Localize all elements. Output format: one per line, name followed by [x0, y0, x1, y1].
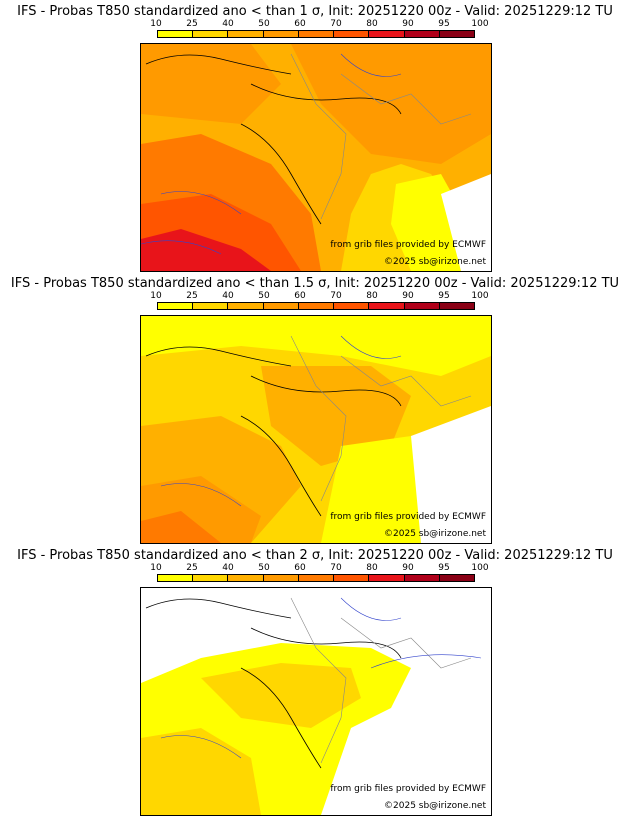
- colorbar-tick-label: 50: [258, 291, 270, 301]
- colorbar-segment: [228, 31, 264, 37]
- colorbar-tick-label: 60: [294, 563, 306, 573]
- map-panel-1: IFS - Probas T850 standardized ano < tha…: [0, 4, 630, 274]
- data-source-credit: from grib files provided by ECMWF: [330, 512, 486, 522]
- colorbar-tick-label: 95: [438, 19, 450, 29]
- colorbar-segment: [369, 575, 405, 581]
- colorbar-segment: [439, 31, 474, 37]
- colorbar-tick-label: 90: [402, 291, 414, 301]
- map-panel-2: IFS - Probas T850 standardized ano < tha…: [0, 276, 630, 546]
- colorbar-segment: [334, 303, 370, 309]
- colorbar-segment: [158, 31, 194, 37]
- colorbar-tick-label: 10: [150, 563, 162, 573]
- colorbar-segment: [439, 303, 474, 309]
- colorbar-segment: [298, 303, 335, 309]
- colorbar: [157, 302, 475, 310]
- colorbar-segment: [298, 575, 335, 581]
- colorbar-segment: [193, 575, 229, 581]
- panel-title: IFS - Probas T850 standardized ano < tha…: [17, 548, 613, 563]
- data-source-credit: from grib files provided by ECMWF: [330, 784, 486, 794]
- colorbar-segment: [263, 575, 299, 581]
- colorbar-segment: [369, 31, 405, 37]
- colorbar-segment: [193, 31, 229, 37]
- colorbar-tick-label: 70: [330, 19, 342, 29]
- colorbar-labels: 10 25 40 50 60 70 80 90 95 100: [150, 19, 488, 31]
- panel-title: IFS - Probas T850 standardized ano < tha…: [10, 276, 620, 291]
- data-source-credit: from grib files provided by ECMWF: [330, 240, 486, 250]
- colorbar-segment: [228, 575, 264, 581]
- colorbar-segment: [263, 303, 299, 309]
- colorbar-tick-label: 60: [294, 19, 306, 29]
- colorbar-segment: [369, 303, 405, 309]
- colorbar-tick-label: 60: [294, 291, 306, 301]
- colorbar-tick-label: 80: [366, 563, 378, 573]
- colorbar-tick-label: 25: [186, 19, 198, 29]
- colorbar-tick-label: 100: [471, 563, 489, 573]
- colorbar-tick-label: 95: [438, 291, 450, 301]
- colorbar-tick-label: 50: [258, 563, 270, 573]
- colorbar-segment: [404, 575, 440, 581]
- probability-map: from grib files provided by ECMWF ©2025 …: [140, 587, 492, 816]
- colorbar-segment: [334, 575, 370, 581]
- colorbar-tick-label: 80: [366, 291, 378, 301]
- colorbar-tick-label: 70: [330, 563, 342, 573]
- colorbar-tick-label: 40: [222, 291, 234, 301]
- colorbar-segment: [263, 31, 299, 37]
- colorbar-labels: 10 25 40 50 60 70 80 90 95 100: [150, 563, 488, 575]
- colorbar-tick-label: 10: [150, 19, 162, 29]
- probability-map: from grib files provided by ECMWF ©2025 …: [140, 315, 492, 544]
- colorbar-segment: [404, 31, 440, 37]
- copyright-text: ©2025 sb@irizone.net: [384, 257, 486, 267]
- colorbar-segment: [404, 303, 440, 309]
- colorbar-segment: [158, 303, 194, 309]
- colorbar-tick-label: 25: [186, 563, 198, 573]
- copyright-text: ©2025 sb@irizone.net: [384, 801, 486, 811]
- colorbar-segment: [158, 575, 194, 581]
- colorbar-segment: [228, 303, 264, 309]
- colorbar-tick-label: 100: [471, 291, 489, 301]
- colorbar-tick-label: 100: [471, 19, 489, 29]
- colorbar-tick-label: 40: [222, 19, 234, 29]
- copyright-text: ©2025 sb@irizone.net: [384, 529, 486, 539]
- colorbar-tick-label: 10: [150, 291, 162, 301]
- colorbar-tick-label: 90: [402, 563, 414, 573]
- map-graphic: [141, 44, 491, 271]
- colorbar-tick-label: 70: [330, 291, 342, 301]
- colorbar-tick-label: 95: [438, 563, 450, 573]
- colorbar-labels: 10 25 40 50 60 70 80 90 95 100: [150, 291, 488, 303]
- map-graphic: [141, 316, 491, 543]
- colorbar-tick-label: 25: [186, 291, 198, 301]
- panel-title: IFS - Probas T850 standardized ano < tha…: [17, 4, 613, 19]
- map-panel-3: IFS - Probas T850 standardized ano < tha…: [0, 548, 630, 818]
- probability-map: from grib files provided by ECMWF ©2025 …: [140, 43, 492, 272]
- colorbar-tick-label: 80: [366, 19, 378, 29]
- colorbar-segment: [193, 303, 229, 309]
- colorbar-segment: [439, 575, 474, 581]
- colorbar-tick-label: 90: [402, 19, 414, 29]
- map-graphic: [141, 588, 491, 815]
- colorbar: [157, 574, 475, 582]
- colorbar-tick-label: 40: [222, 563, 234, 573]
- colorbar-segment: [334, 31, 370, 37]
- colorbar: [157, 30, 475, 38]
- colorbar-tick-label: 50: [258, 19, 270, 29]
- colorbar-segment: [298, 31, 335, 37]
